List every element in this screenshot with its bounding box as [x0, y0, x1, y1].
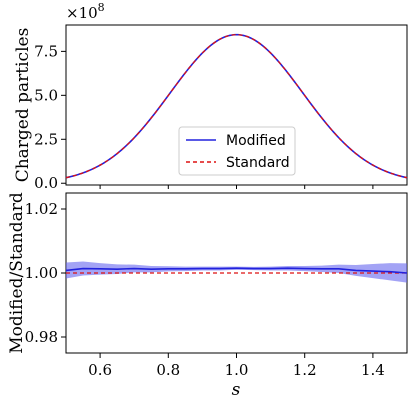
top-x-ticks: [99, 185, 374, 189]
bottom-x-ticks: 0.6 0.8 1.0 1.2 1.4: [88, 353, 385, 379]
bottom-x-tick-label: 1.2: [293, 361, 317, 379]
top-y-ticks: 0.0 2.5 5.0 7.5: [34, 42, 66, 192]
bottom-y-axis-label: Modified/Standard: [7, 192, 27, 354]
top-y-tick-label: 0.0: [34, 174, 58, 192]
bottom-panel: 0.98 1.00 1.02 0.6 0.8 1.0 1.2 1.4 Modified/St…: [7, 192, 408, 400]
legend-label-modified: Modified: [226, 133, 286, 149]
bottom-curves: [65, 267, 408, 274]
top-y-tick-label: 5.0: [34, 86, 58, 104]
top-y-tick-label: 7.5: [34, 42, 58, 60]
bottom-y-tick-label: 0.98: [25, 328, 58, 346]
top-y-offset-label: ×108: [66, 1, 105, 22]
bottom-series-modified: [65, 267, 408, 274]
bottom-x-axis-label: s: [232, 380, 241, 400]
top-curves: [65, 33, 408, 179]
top-y-axis-label: Charged particles: [13, 28, 33, 183]
top-panel: 0.0 2.5 5.0 7.5 ×108 Charged particles Modi…: [13, 1, 408, 192]
bottom-x-tick-label: 0.6: [88, 361, 112, 379]
modified-error-band: [66, 261, 407, 283]
legend-label-standard: Standard: [226, 155, 290, 171]
bottom-y-ticks: 0.98 1.00 1.02: [25, 200, 66, 346]
bottom-x-tick-label: 0.8: [156, 361, 180, 379]
bottom-y-tick-label: 1.02: [25, 200, 58, 218]
bottom-uncertainty-band: [66, 261, 407, 283]
legend-box: [178, 126, 296, 176]
bottom-x-tick-label: 1.4: [361, 361, 385, 379]
top-series-standard: [65, 34, 408, 179]
top-y-tick-label: 2.5: [34, 130, 58, 148]
bottom-y-tick-label: 1.00: [25, 264, 58, 282]
legend: Modified Standard: [178, 126, 296, 176]
bottom-x-tick-label: 1.0: [225, 361, 249, 379]
